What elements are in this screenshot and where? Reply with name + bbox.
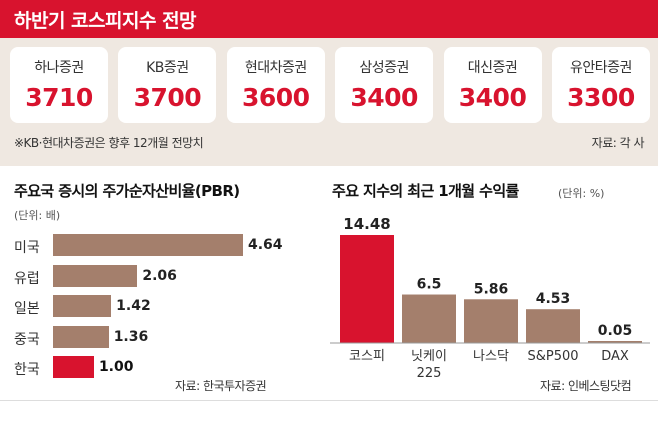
forecast-card: 대신증권 3400 [443,47,542,123]
return-bar [526,309,580,343]
return-bar [402,294,456,343]
header-banner: 하반기 코스피지수 전망 [0,0,658,38]
pbr-country-label: 미국 [14,240,40,256]
return-bar-chart: 14.48 코스피 6.5 닛케이 225 5.86 나스닥 4.53 S&P500 0.05 DA… [330,215,650,380]
pbr-value-label: 1.00 [98,359,134,375]
target-value: 3300 [567,83,635,112]
pbr-bar [53,295,112,317]
pbr-country-label: 일본 [14,301,40,317]
pbr-bar [53,356,94,378]
firm-name: 삼성증권 [359,60,409,76]
return-bar [464,299,518,343]
pbr-row: 한국 1.00 [0,356,320,380]
return-category-label: 나스닥 [473,349,509,364]
pbr-bar [53,234,243,256]
forecast-card: 현대차증권 3600 [226,47,325,123]
target-value: 3700 [133,83,202,112]
forecast-cards: 하나증권 3710 KB증권 3700 현대차증권 3600 삼성증권 3400… [10,47,650,123]
pbr-value-label: 1.42 [116,298,151,314]
firm-name: KB증권 [146,60,189,76]
pbr-value-label: 2.06 [142,267,177,284]
return-chart-unit: (단위: %) [558,187,605,200]
pbr-country-label: 유럽 [14,270,40,287]
forecast-card: 하나증권 3710 [10,47,108,123]
firm-name: 유안타증권 [570,60,632,76]
pbr-value-label: 4.64 [248,237,283,253]
return-chart-source: 자료: 인베스팅닷컴 [540,379,632,393]
target-value: 3400 [458,83,527,112]
bottom-divider [0,400,658,401]
target-value: 3400 [350,83,418,112]
firm-name: 대신증권 [467,60,518,76]
return-category-label: 닛케이 [411,349,447,364]
forecast-card: 유안타증권 3300 [551,47,650,123]
return-value-label: 6.5 [417,277,442,293]
return-category-label: 코스피 [349,349,385,364]
return-value-label: 14.48 [343,215,390,233]
return-value-label: 0.05 [598,323,633,339]
firm-name: 현대차증권 [244,60,307,76]
pbr-chart-title: 주요국 증시의 주가순자산비율(PBR) [14,182,240,200]
firm-name: 하나증권 [34,60,84,76]
return-category-label: 225 [417,366,442,380]
pbr-bar [53,325,109,348]
pbr-chart-source: 자료: 한국투자증권 [175,379,267,393]
forecast-card: KB증권 3700 [118,47,217,123]
pbr-row: 유럽 2.06 [0,264,320,289]
pbr-bar [53,264,138,287]
return-value-label: 5.86 [474,281,509,297]
pbr-country-label: 중국 [14,331,40,348]
return-chart-title: 주요 지수의 최근 1개월 수익률 [332,182,519,200]
pbr-row: 중국 1.36 [0,325,320,350]
pbr-row: 일본 1.42 [0,295,320,319]
forecast-panel: 하나증권 3710 KB증권 3700 현대차증권 3600 삼성증권 3400… [0,38,658,166]
target-value: 3710 [25,83,93,112]
pbr-row: 미국 4.64 [0,234,320,258]
pbr-country-label: 한국 [14,362,40,378]
forecast-note: ※KB·현대차증권은 향후 12개월 전망치 [14,136,204,150]
return-category-label: DAX [601,349,629,364]
page-title: 하반기 코스피지수 전망 [14,10,197,32]
return-bar [340,235,394,343]
return-category-label: S&P500 [527,349,578,364]
return-value-label: 4.53 [536,291,571,307]
forecast-source: 자료: 각 사 [591,136,645,150]
return-bar [588,341,642,343]
pbr-chart-unit: (단위: 배) [14,209,61,222]
pbr-value-label: 1.36 [113,328,149,345]
forecast-card: 삼성증권 3400 [335,47,434,123]
target-value: 3600 [241,83,310,112]
